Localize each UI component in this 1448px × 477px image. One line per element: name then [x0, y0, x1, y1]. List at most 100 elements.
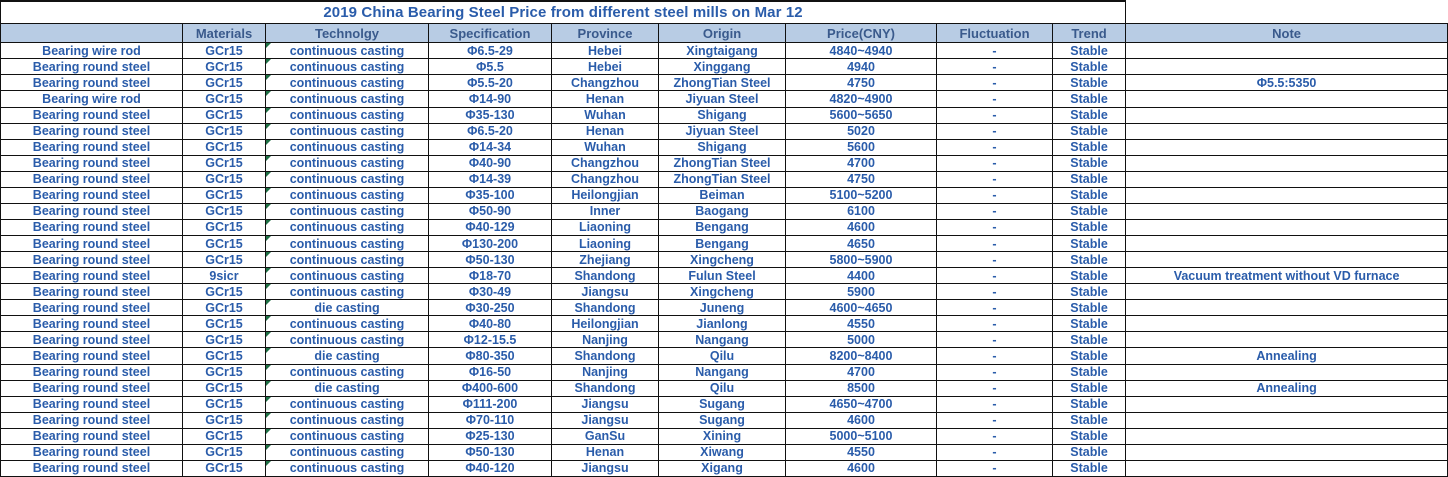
cell-materials: GCr15 [182, 299, 266, 317]
cell-note [1125, 395, 1448, 413]
cell-note [1125, 363, 1448, 381]
cell-origin: Sugang [658, 395, 786, 413]
cell-technology: continuous casting [265, 395, 429, 413]
cell-origin: Shigang [658, 106, 786, 124]
cell-specification: Φ40-120 [428, 459, 552, 477]
cell-error-indicator-icon [266, 75, 271, 81]
cell-note [1125, 138, 1448, 156]
cell-province: Shandong [551, 347, 659, 365]
cell-materials: GCr15 [182, 395, 266, 413]
cell-province: Shandong [551, 379, 659, 397]
table-row: Bearing round steel GCr15 continuous casti… [0, 363, 1448, 381]
header-row: Materials Technolgy Specification Province O… [0, 22, 1448, 44]
cell-error-indicator-icon [266, 236, 271, 241]
cell-technology: die casting [265, 299, 429, 317]
cell-province: Heilongjian [551, 186, 659, 204]
cell-province: Henan [551, 443, 659, 461]
cell-technology: continuous casting [265, 154, 429, 172]
cell-price: 5000~5100 [785, 427, 937, 445]
cell-trend: Stable [1051, 363, 1127, 381]
cell-materials: GCr15 [182, 202, 266, 220]
cell-product: Bearing round steel [0, 331, 183, 349]
cell-error-indicator-icon [266, 91, 271, 97]
cell-price: 4820~4900 [785, 90, 937, 108]
cell-province: Shandong [551, 267, 659, 285]
cell-materials: GCr15 [182, 170, 266, 188]
cell-price: 6100 [785, 202, 937, 220]
cell-specification: Φ35-130 [428, 106, 552, 124]
table-row: Bearing round steel GCr15 die casting Φ80-3… [0, 347, 1448, 365]
cell-province: Shandong [551, 299, 659, 317]
cell-note [1125, 90, 1448, 108]
cell-origin: Bengang [658, 234, 786, 253]
cell-origin: Xining [658, 427, 786, 445]
cell-error-indicator-icon [266, 348, 271, 354]
cell-fluctuation: - [936, 331, 1053, 349]
cell-materials: GCr15 [182, 234, 266, 253]
cell-product: Bearing round steel [0, 251, 183, 269]
cell-origin: Beiman [658, 186, 786, 204]
cell-province: Henan [551, 122, 659, 140]
page-title: 2019 China Bearing Steel Price from diff… [0, 0, 1127, 24]
cell-origin: Xingtaigang [658, 42, 786, 60]
cell-province: Wuhan [551, 138, 659, 156]
cell-materials: GCr15 [182, 379, 266, 397]
cell-technology: continuous casting [265, 42, 429, 60]
cell-trend: Stable [1051, 138, 1127, 156]
cell-price: 4650 [785, 234, 937, 253]
cell-materials: GCr15 [182, 443, 266, 461]
cell-product: Bearing round steel [0, 411, 183, 429]
cell-province: Heilongjian [551, 315, 659, 333]
cell-error-indicator-icon [266, 59, 271, 65]
cell-province: Jiangsu [551, 395, 659, 413]
column-header-specification: Specification [428, 22, 552, 44]
cell-product: Bearing wire rod [0, 42, 183, 60]
cell-note: Φ5.5:5350 [1125, 74, 1448, 92]
cell-product: Bearing round steel [0, 234, 183, 253]
cell-trend: Stable [1051, 443, 1127, 461]
cell-province: Zhejiang [551, 251, 659, 269]
cell-technology: continuous casting [265, 411, 429, 429]
cell-province: Wuhan [551, 106, 659, 124]
cell-error-indicator-icon [266, 316, 271, 322]
cell-price: 4750 [785, 74, 937, 92]
cell-materials: GCr15 [182, 427, 266, 445]
cell-specification: Φ111-200 [428, 395, 552, 413]
cell-origin: Jiyuan Steel [658, 122, 786, 140]
column-header-materials: Materials [182, 22, 266, 44]
cell-error-indicator-icon [266, 140, 271, 145]
cell-trend: Stable [1051, 90, 1127, 108]
table-row: Bearing round steel GCr15 continuous casti… [0, 315, 1448, 333]
column-header-origin: Origin [658, 22, 786, 44]
cell-materials: GCr15 [182, 251, 266, 269]
cell-note [1125, 42, 1448, 60]
cell-fluctuation: - [936, 411, 1053, 429]
cell-trend: Stable [1051, 74, 1127, 92]
cell-technology: continuous casting [265, 122, 429, 140]
cell-note [1125, 218, 1448, 237]
cell-materials: 9sicr [182, 267, 266, 285]
cell-province: Liaoning [551, 234, 659, 253]
cell-product: Bearing round steel [0, 122, 183, 140]
cell-province: Hebei [551, 58, 659, 76]
cell-specification: Φ6.5-20 [428, 122, 552, 140]
cell-materials: GCr15 [182, 411, 266, 429]
cell-province: Liaoning [551, 218, 659, 237]
cell-materials: GCr15 [182, 347, 266, 365]
cell-product: Bearing round steel [0, 58, 183, 76]
cell-trend: Stable [1051, 122, 1127, 140]
cell-error-indicator-icon [266, 188, 271, 193]
cell-error-indicator-icon [266, 220, 271, 225]
cell-province: Hebei [551, 42, 659, 60]
cell-product: Bearing round steel [0, 283, 183, 301]
cell-origin: Juneng [658, 299, 786, 317]
cell-technology: continuous casting [265, 186, 429, 204]
cell-origin: Baogang [658, 202, 786, 220]
cell-province: Inner [551, 202, 659, 220]
cell-price: 5800~5900 [785, 251, 937, 269]
cell-specification: Φ80-350 [428, 347, 552, 365]
cell-province: Changzhou [551, 154, 659, 172]
cell-fluctuation: - [936, 218, 1053, 237]
cell-trend: Stable [1051, 251, 1127, 269]
